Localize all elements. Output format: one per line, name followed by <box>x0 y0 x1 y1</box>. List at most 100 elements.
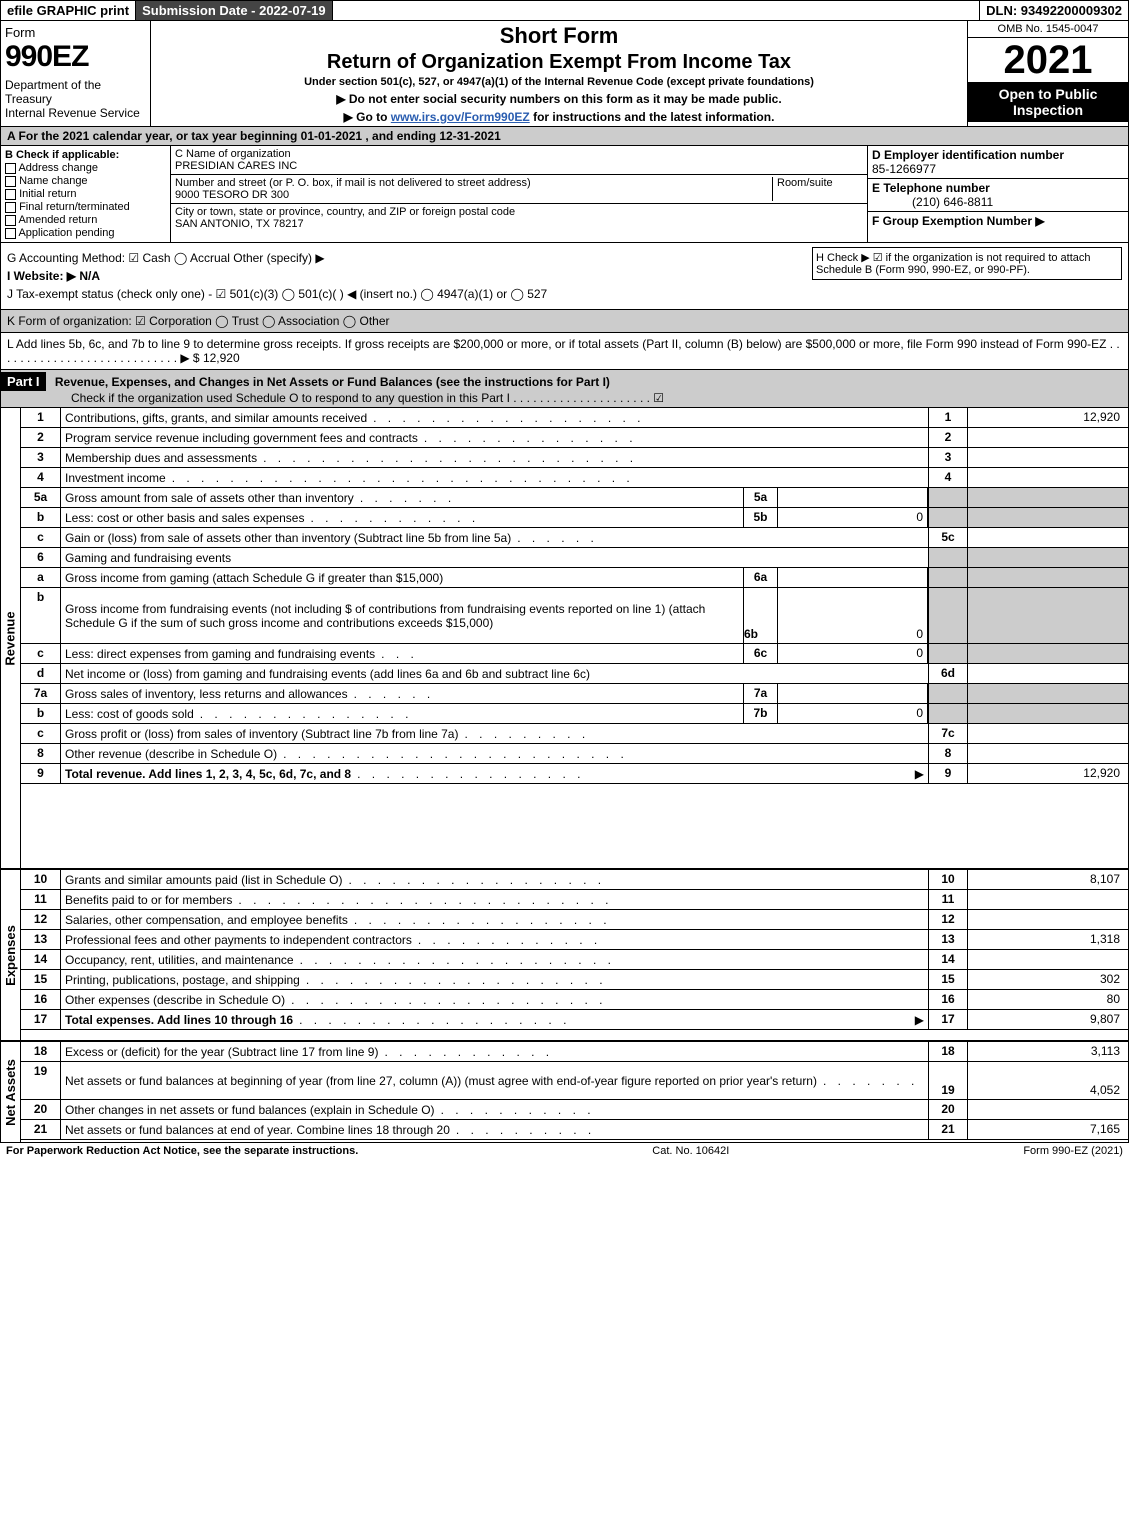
line-19: 19Net assets or fund balances at beginni… <box>21 1062 1128 1100</box>
efile-label[interactable]: efile GRAPHIC print <box>1 1 136 20</box>
l-line: L Add lines 5b, 6c, and 7b to line 9 to … <box>7 337 1120 365</box>
c-city-row: City or town, state or province, country… <box>171 204 867 232</box>
sidebar-expenses: Expenses <box>1 870 21 1040</box>
irs-link[interactable]: www.irs.gov/Form990EZ <box>391 110 530 124</box>
form-header: Form 990EZ Department of the Treasury In… <box>0 21 1129 127</box>
line-7b: bLess: cost of goods sold. . . . . . . .… <box>21 704 1128 724</box>
subtitle: Under section 501(c), 527, or 4947(a)(1)… <box>157 76 961 88</box>
c-name-label: C Name of organization <box>175 148 863 160</box>
part1-note: Check if the organization used Schedule … <box>1 391 670 405</box>
line-9: 9Total revenue. Add lines 1, 2, 3, 4, 5c… <box>21 764 1128 784</box>
line-21: 21Net assets or fund balances at end of … <box>21 1120 1128 1140</box>
footer-right: Form 990-EZ (2021) <box>1023 1145 1123 1157</box>
title-return: Return of Organization Exempt From Incom… <box>157 51 961 74</box>
sidebar-netassets: Net Assets <box>1 1042 21 1142</box>
part1-header: Part I Revenue, Expenses, and Changes in… <box>0 370 1129 408</box>
chk-amended[interactable]: Amended return <box>5 214 166 226</box>
submission-date: Submission Date - 2022-07-19 <box>136 1 333 20</box>
ein-label: D Employer identification number <box>872 148 1064 162</box>
arrow-icon: ▶ <box>915 1013 924 1027</box>
line-8: 8Other revenue (describe in Schedule O).… <box>21 744 1128 764</box>
org-city: SAN ANTONIO, TX 78217 <box>175 218 863 230</box>
chk-initial[interactable]: Initial return <box>5 188 166 200</box>
h-box: H Check ▶ ☑ if the organization is not r… <box>812 247 1122 280</box>
top-bar: efile GRAPHIC print Submission Date - 20… <box>0 0 1129 21</box>
val-1: 12,920 <box>968 408 1128 427</box>
col-c: C Name of organization PRESIDIAN CARES I… <box>171 146 868 242</box>
header-right: OMB No. 1545-0047 2021 Open to Public In… <box>968 21 1128 126</box>
part1-table: Revenue 1Contributions, gifts, grants, a… <box>0 408 1129 1142</box>
line-6b: bGross income from fundraising events (n… <box>21 588 1128 644</box>
footer-mid: Cat. No. 10642I <box>652 1145 729 1157</box>
arrow-icon: ▶ <box>915 767 924 781</box>
c-city-label: City or town, state or province, country… <box>175 206 863 218</box>
header-left: Form 990EZ Department of the Treasury In… <box>1 21 151 126</box>
page-footer: For Paperwork Reduction Act Notice, see … <box>0 1142 1129 1159</box>
col-b-head: B Check if applicable: <box>5 149 119 161</box>
room-label: Room/suite <box>773 177 863 201</box>
line-16: 16Other expenses (describe in Schedule O… <box>21 990 1128 1010</box>
instr2-post: for instructions and the latest informat… <box>530 110 775 124</box>
c-name-row: C Name of organization PRESIDIAN CARES I… <box>171 146 867 175</box>
grp-label: F Group Exemption Number ▶ <box>872 214 1045 228</box>
k-line: K Form of organization: ☑ Corporation ◯ … <box>7 314 390 328</box>
header-center: Short Form Return of Organization Exempt… <box>151 21 968 126</box>
instr-ssn: ▶ Do not enter social security numbers o… <box>157 92 961 106</box>
dept-treasury: Department of the Treasury Internal Reve… <box>5 78 146 120</box>
row-a-calendar: A For the 2021 calendar year, or tax yea… <box>0 127 1129 146</box>
l-row: L Add lines 5b, 6c, and 7b to line 9 to … <box>0 333 1129 370</box>
form-word: Form <box>5 25 146 40</box>
tel-label: E Telephone number <box>872 181 990 195</box>
j-line: J Tax-exempt status (check only one) - ☑… <box>7 287 1122 301</box>
line-7a: 7aGross sales of inventory, less returns… <box>21 684 1128 704</box>
line-7c: cGross profit or (loss) from sales of in… <box>21 724 1128 744</box>
line-17: 17Total expenses. Add lines 10 through 1… <box>21 1010 1128 1030</box>
c-street-row: Number and street (or P. O. box, if mail… <box>171 175 867 204</box>
line-6d: dNet income or (loss) from gaming and fu… <box>21 664 1128 684</box>
instr2-pre: ▶ Go to <box>344 110 391 124</box>
org-name: PRESIDIAN CARES INC <box>175 160 863 172</box>
line-11: 11Benefits paid to or for members. . . .… <box>21 890 1128 910</box>
line-12: 12Salaries, other compensation, and empl… <box>21 910 1128 930</box>
line-6c: cLess: direct expenses from gaming and f… <box>21 644 1128 664</box>
chk-final[interactable]: Final return/terminated <box>5 201 166 213</box>
line-14: 14Occupancy, rent, utilities, and mainte… <box>21 950 1128 970</box>
section-bcd: B Check if applicable: Address change Na… <box>0 146 1129 243</box>
ein-value: 85-1266977 <box>872 162 936 176</box>
line-2: 2Program service revenue including gover… <box>21 428 1128 448</box>
chk-address[interactable]: Address change <box>5 162 166 174</box>
line-1: 1Contributions, gifts, grants, and simil… <box>21 408 1128 428</box>
line-6a: aGross income from gaming (attach Schedu… <box>21 568 1128 588</box>
omb-number: OMB No. 1545-0047 <box>968 21 1128 38</box>
part1-label: Part I <box>1 372 46 391</box>
tax-year: 2021 <box>968 38 1128 82</box>
line-5b: bLess: cost or other basis and sales exp… <box>21 508 1128 528</box>
line-15: 15Printing, publications, postage, and s… <box>21 970 1128 990</box>
topbar-spacer <box>333 1 981 20</box>
line-13: 13Professional fees and other payments t… <box>21 930 1128 950</box>
part1-title: Revenue, Expenses, and Changes in Net As… <box>55 375 610 389</box>
col-b: B Check if applicable: Address change Na… <box>1 146 171 242</box>
line-6: 6Gaming and fundraising events <box>21 548 1128 568</box>
title-short-form: Short Form <box>157 23 961 49</box>
row-a-text: A For the 2021 calendar year, or tax yea… <box>7 129 501 143</box>
chk-pending[interactable]: Application pending <box>5 227 166 239</box>
tel-value: (210) 646-8811 <box>872 195 993 209</box>
dln: DLN: 93492200009302 <box>980 1 1128 20</box>
footer-left: For Paperwork Reduction Act Notice, see … <box>6 1145 358 1157</box>
line-18: 18Excess or (deficit) for the year (Subt… <box>21 1042 1128 1062</box>
c-street-label: Number and street (or P. O. box, if mail… <box>175 177 768 189</box>
section-ghijkl: H Check ▶ ☑ if the organization is not r… <box>0 243 1129 310</box>
line-4: 4Investment income. . . . . . . . . . . … <box>21 468 1128 488</box>
org-street: 9000 TESORO DR 300 <box>175 189 768 201</box>
form-number: 990EZ <box>5 40 146 74</box>
line-5c: cGain or (loss) from sale of assets othe… <box>21 528 1128 548</box>
open-public: Open to Public Inspection <box>968 82 1128 122</box>
line-3: 3Membership dues and assessments. . . . … <box>21 448 1128 468</box>
line-10: 10Grants and similar amounts paid (list … <box>21 870 1128 890</box>
k-row: K Form of organization: ☑ Corporation ◯ … <box>0 310 1129 333</box>
line-5a: 5aGross amount from sale of assets other… <box>21 488 1128 508</box>
line-20: 20Other changes in net assets or fund ba… <box>21 1100 1128 1120</box>
chk-name[interactable]: Name change <box>5 175 166 187</box>
instr-goto: ▶ Go to www.irs.gov/Form990EZ for instru… <box>157 110 961 124</box>
